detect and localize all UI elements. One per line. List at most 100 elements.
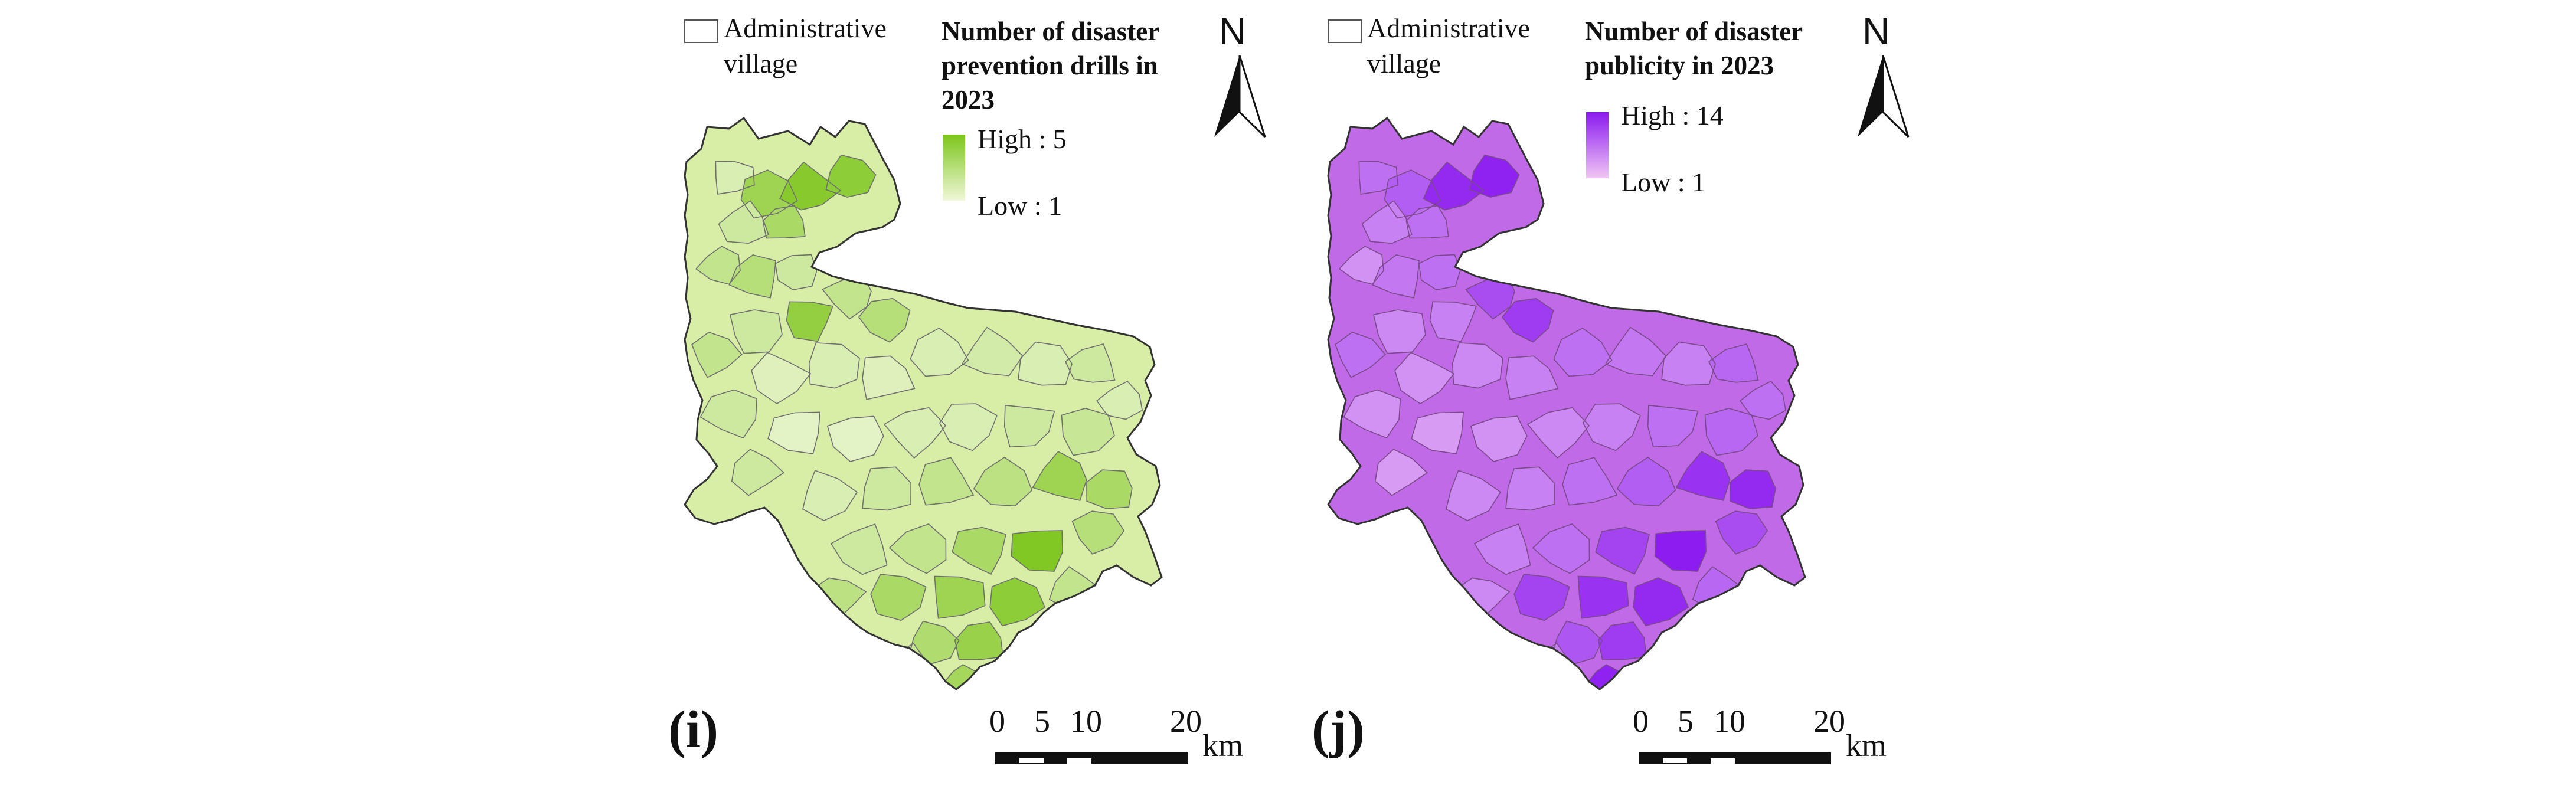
village-boundary-line (1372, 254, 1420, 299)
village-boundary-line (691, 332, 743, 378)
village-polygon (741, 170, 797, 218)
village-boundary-line (1704, 407, 1758, 456)
village-polygon (1647, 405, 1698, 447)
village-polygon (1502, 298, 1554, 342)
village-boundaries (691, 154, 1143, 689)
village-boundary-line (1411, 411, 1464, 454)
village-polygon (1395, 352, 1454, 404)
village-polygon (1061, 408, 1114, 456)
village-boundary-line (908, 620, 960, 665)
village-polygon (1343, 390, 1401, 438)
village-polygon (1418, 254, 1460, 290)
village-boundary-line (695, 246, 741, 285)
village-polygon (1470, 416, 1527, 462)
village-polygon (1598, 622, 1647, 660)
village-polygon (730, 310, 782, 354)
village-polygon (1018, 342, 1073, 385)
village-boundary-line (1505, 466, 1555, 511)
village-boundary-line (1675, 451, 1731, 501)
village-boundary-line (883, 407, 947, 459)
village-polygon (858, 298, 910, 342)
village-boundary-line (862, 466, 911, 511)
village-boundary-line (1358, 161, 1398, 195)
village-polygon (1709, 344, 1758, 382)
village-polygon (884, 407, 946, 458)
village-polygon (1372, 254, 1420, 298)
village-polygon (1335, 332, 1385, 378)
village-polygon (862, 356, 915, 400)
legend-high-label: High : 5 (978, 124, 1067, 154)
village-boundary-line (1423, 161, 1485, 211)
village-boundary-line (1338, 246, 1384, 285)
village-boundary-line (1654, 530, 1707, 572)
village-boundary-line (731, 449, 785, 496)
village-boundary-line (1384, 169, 1441, 219)
north-label: N (1219, 10, 1247, 53)
village-polygon (692, 332, 742, 378)
village-boundary-swatch (684, 19, 718, 43)
village-polygon (954, 622, 1003, 660)
village-boundary-line (858, 297, 911, 343)
map-outline (684, 116, 1163, 690)
village-boundary-line (1470, 415, 1528, 462)
village-polygon (1065, 344, 1115, 382)
village-boundary-line (1551, 620, 1603, 665)
village-polygon (1528, 407, 1589, 458)
village-boundary-legend-label: Administrative village (1367, 13, 1530, 78)
village-polygon (1506, 467, 1555, 510)
village-boundary-line (1526, 407, 1590, 459)
village-polygon (973, 457, 1032, 506)
village-polygon (1469, 155, 1519, 198)
village-polygon (1374, 310, 1426, 354)
village-boundary-line (1011, 530, 1064, 572)
village-polygon (1362, 201, 1412, 244)
village-polygon (1633, 578, 1689, 626)
map-panel-publicity: Administrative village Number of disaste… (1305, 0, 1966, 792)
legend-title: Number of disaster publicity in 2023 (1585, 17, 1803, 80)
village-polygon (826, 155, 876, 198)
village-boundary-line (1513, 574, 1570, 621)
village-polygon (1086, 470, 1132, 509)
village-boundary-line (1018, 341, 1073, 386)
village-polygon (822, 274, 871, 319)
village-boundaries (1335, 154, 1786, 689)
scale-tick-label: 5 (1678, 703, 1694, 739)
village-polygon (1655, 531, 1707, 571)
village-boundary-line (1361, 200, 1413, 244)
village-polygon (1097, 381, 1143, 420)
village-boundary-line (1374, 449, 1428, 496)
north-arrow-icon (1858, 55, 1910, 138)
village-boundary-line (822, 273, 872, 320)
legend-high-label: High : 14 (1621, 100, 1724, 130)
village-boundary-line (1715, 510, 1768, 555)
village-boundary-line (1061, 407, 1115, 456)
village-boundary-line (989, 577, 1046, 627)
village-polygon (1740, 381, 1786, 420)
village-boundary-line (1633, 577, 1689, 627)
village-polygon (1578, 576, 1629, 618)
scale-bar (1639, 752, 1831, 764)
village-polygon (990, 578, 1045, 626)
village-boundary-line (961, 326, 1024, 377)
village-boundary-line (762, 205, 806, 239)
village-boundary-line (1616, 456, 1676, 507)
village-boundary-line (1708, 343, 1759, 383)
scale-tick-label: 5 (1034, 703, 1050, 739)
village-polygon (751, 352, 810, 404)
village-boundary-line (740, 169, 798, 219)
village-polygon (1004, 405, 1055, 447)
village-boundary-line (786, 301, 834, 342)
village-boundary-line (870, 574, 927, 621)
legend-title: Number of disaster prevention drills in … (942, 17, 1160, 114)
village-boundary-line (1532, 523, 1590, 574)
village-polygon (952, 527, 1006, 574)
village-boundary-swatch (1328, 19, 1362, 43)
scale-tick-label: 20 (1813, 703, 1845, 739)
color-ramp (943, 135, 965, 201)
choropleth-map-drills (684, 116, 1163, 690)
village-polygon (1596, 527, 1650, 574)
map-outline (1327, 116, 1806, 690)
village-boundary-line (1429, 301, 1477, 342)
village-zones (692, 155, 1143, 689)
village-polygon (1617, 457, 1676, 506)
